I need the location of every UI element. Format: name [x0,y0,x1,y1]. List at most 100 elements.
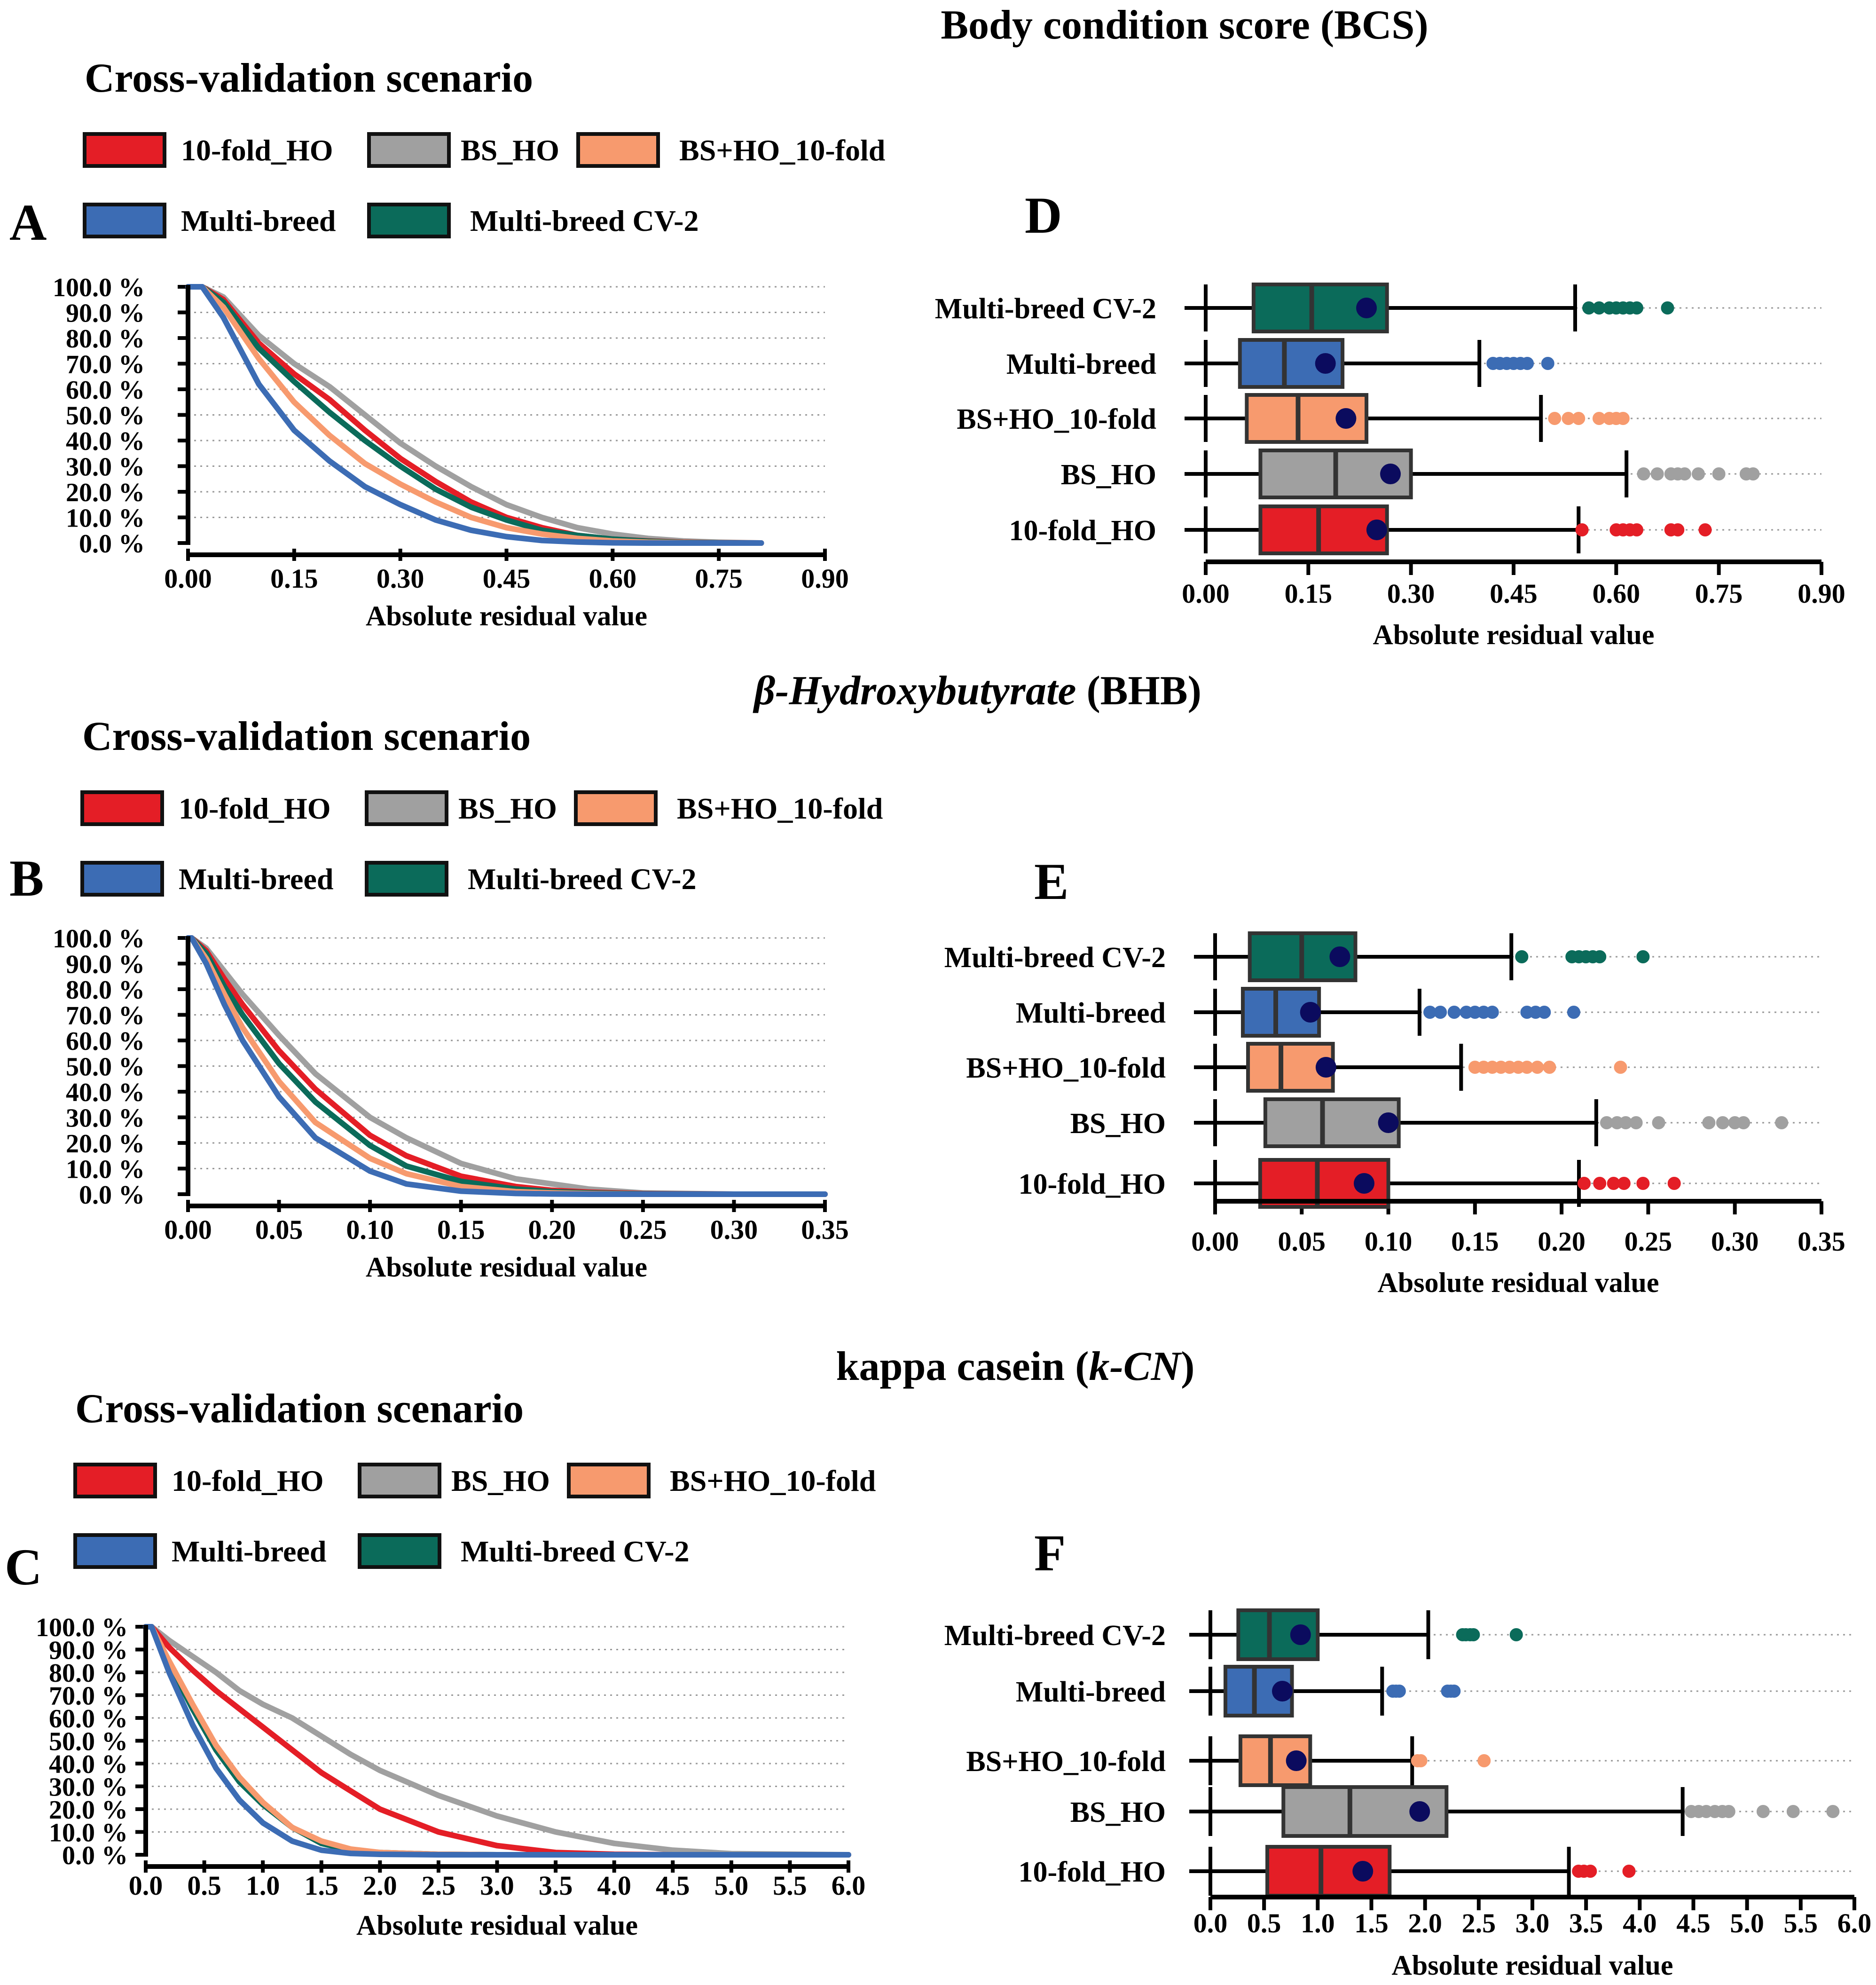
section-title-bhb: β-Hydroxybutyrate (BHB) [753,668,1201,714]
y-tick-label: 50.0 % [66,1053,145,1082]
section-title-kcn-italic: k-CN [1089,1344,1183,1389]
outlier-point [1629,1116,1643,1129]
x-tick-label: 0.10 [346,1214,394,1245]
category-label: Multi-breed [1016,997,1166,1029]
category-label: 10-fold_HO [1019,1168,1166,1200]
legend-swatch-bs-ho [358,1463,441,1498]
outlier-point [1617,1177,1631,1190]
outlier-point [1578,1177,1591,1190]
category-label: 10-fold_HO [1019,1856,1166,1888]
outlier-point [1722,1805,1735,1818]
outlier-point [1593,950,1607,963]
series-line-multi-breed [143,1624,851,1858]
x-axis-label: Absolute residual value [1373,619,1655,650]
x-tick-label: 0.30 [1387,578,1435,609]
legend-swatch-multi-breed-cv-2 [358,1533,441,1569]
mean-marker [1378,1112,1399,1133]
legend-swatch-10-fold-ho [73,1463,157,1498]
outlier-point [1636,1177,1650,1190]
outlier-point [1630,523,1643,536]
x-tick-label: 6.0 [1837,1908,1872,1938]
category-label: Multi-breed CV-2 [944,942,1166,974]
outlier-point [1702,1116,1716,1129]
mean-marker [1315,353,1336,374]
outlier-point [1575,523,1589,536]
outlier-point [1712,467,1726,480]
x-tick-label: 0.90 [801,563,849,594]
legend-label-bs-ho-10-fold: BS+HO_10-fold [670,1464,876,1497]
y-tick-label: 10.0 % [66,504,145,533]
outlier-point [1447,1685,1461,1698]
outlier-point [1614,1061,1627,1074]
outlier-point [1622,1865,1636,1878]
x-tick-label: 1.0 [1301,1908,1335,1938]
mean-marker [1356,298,1377,318]
y-tick-label: 0.0 % [79,1181,145,1210]
x-tick-label: 0.00 [1191,1226,1239,1257]
legend-title: Cross-validation scenario [85,55,533,101]
outlier-point [1541,357,1554,370]
legend-label-multi-breed-cv-2: Multi-breed CV-2 [470,204,699,237]
outlier-point [1756,1805,1770,1818]
outlier-point [1637,467,1650,480]
outlier-point [1775,1116,1789,1129]
panel-label-e: E [1034,853,1068,910]
x-tick-label: 1.5 [305,1870,339,1901]
x-tick-label: 0.00 [1182,578,1230,609]
y-tick-label: 90.0 % [66,950,145,979]
mean-marker [1300,1002,1321,1023]
outlier-point [1567,1006,1580,1019]
y-tick-label: 40.0 % [49,1750,128,1779]
x-tick-label: 0.60 [1593,578,1641,609]
mean-marker [1290,1624,1311,1645]
outlier-point [1521,357,1534,370]
section-title-kcn: kappa casein (k-CN) [836,1344,1195,1389]
x-tick-label: 5.0 [714,1870,749,1901]
legend-label-multi-breed-cv-2: Multi-breed CV-2 [468,862,696,896]
category-label: BS+HO_10-fold [966,1052,1166,1084]
legend-bcs: Cross-validation scenario 10-fold_HO BS_H… [83,55,885,238]
mean-marker [1409,1801,1430,1822]
x-tick-label: 0.35 [1798,1226,1845,1257]
x-tick-label: 0.75 [1695,578,1743,609]
y-tick-label: 100.0 % [36,1613,128,1642]
y-tick-label: 50.0 % [66,402,145,431]
outlier-point [1509,1628,1523,1641]
x-tick-label: 2.5 [422,1870,456,1901]
chart-d-boxplot: 0.00 0.15 0.30 0.45 0.60 0.75 0.90 Multi-breed … [935,283,1845,650]
x-tick-label: 0.00 [164,1214,212,1245]
x-tick-label: 2.5 [1462,1908,1496,1938]
legend-label-bs-ho-10-fold: BS+HO_10-fold [677,792,883,825]
mean-marker [1272,1681,1293,1701]
x-tick-label: 0.5 [187,1870,221,1901]
chart-b-ecdf: 0.0 %10.0 %20.0 %30.0 %40.0 %50.0 %60.0 … [53,924,849,1283]
outlier-point [1548,412,1562,425]
y-tick-label: 50.0 % [49,1727,128,1757]
outlier-point [1572,412,1586,425]
category-label: BS_HO [1070,1796,1166,1828]
x-tick-label: 0.20 [1538,1226,1586,1257]
y-tick-label: 0.0 % [79,529,145,559]
y-tick-label: 10.0 % [66,1155,145,1184]
chart-f-boxplot: 0.0 0.5 1.0 1.5 2.0 2.5 3.0 3.5 4.0 4.5 5.0 5.5 6.0 M… [944,1608,1872,1981]
x-tick-label: 3.5 [1569,1908,1603,1938]
x-tick-label: 4.0 [597,1870,631,1901]
chart-e-boxplot: 0.00 0.05 0.10 0.15 0.20 0.25 0.30 0.35 Multi-br… [944,931,1845,1298]
outlier-point [1652,1116,1665,1129]
y-tick-label: 30.0 % [49,1773,128,1802]
x-tick-label: 0.30 [710,1214,758,1245]
y-tick-label: 20.0 % [49,1796,128,1825]
box-bs-ho [1281,1785,1449,1838]
mean-marker [1286,1750,1307,1771]
x-tick-label: 0.30 [1711,1226,1759,1257]
category-label: Multi-breed CV-2 [944,1620,1166,1652]
chart-c-ecdf: 0.0 %10.0 %20.0 %30.0 %40.0 %50.0 %60.0 … [36,1613,865,1941]
panel-label-a: A [9,194,47,251]
y-tick-label: 70.0 % [49,1682,128,1711]
x-tick-label: 2.0 [363,1870,397,1901]
series-line-bs-ho [143,1624,851,1858]
legend-label-10-fold-ho: 10-fold_HO [179,792,331,825]
x-tick-label: 2.0 [1408,1908,1442,1938]
series-line-multi-breed [185,284,764,546]
